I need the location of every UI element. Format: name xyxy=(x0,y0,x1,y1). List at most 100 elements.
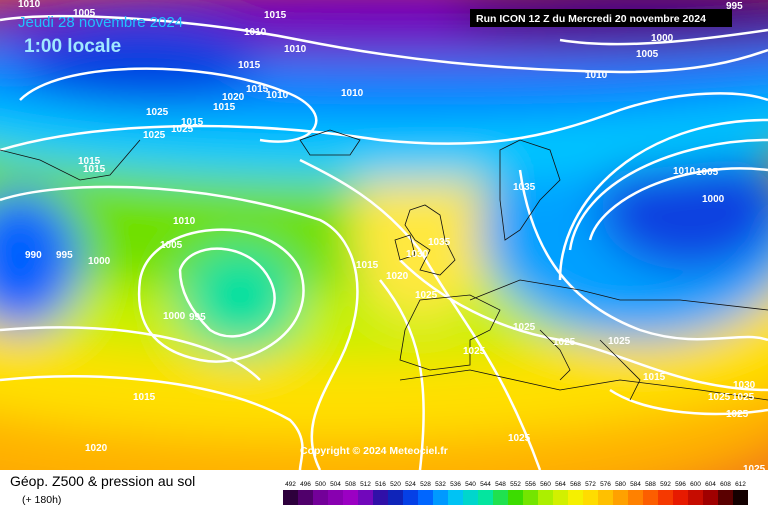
isobar-label: 1015 xyxy=(83,164,106,175)
scale-label: 572 xyxy=(585,481,596,488)
isobar-label: 1015 xyxy=(246,84,269,95)
scale-label: 512 xyxy=(360,481,371,488)
isobar-label: 1025 xyxy=(171,124,194,135)
scale-swatch xyxy=(283,490,298,505)
scale-swatch xyxy=(718,490,733,505)
scale-label: 532 xyxy=(435,481,446,488)
scale-label: 520 xyxy=(390,481,401,488)
scale-label: 496 xyxy=(300,481,311,488)
isobar-label: 1025 xyxy=(146,107,169,118)
isobar-label: 1005 xyxy=(636,49,659,60)
scale-swatch xyxy=(343,490,358,505)
footer-lead: (+ 180h) xyxy=(22,494,61,506)
scale-label: 504 xyxy=(330,481,341,488)
scale-label: 492 xyxy=(285,481,296,488)
scale-swatch xyxy=(313,490,328,505)
scale-label: 500 xyxy=(315,481,326,488)
scale-label: 564 xyxy=(555,481,566,488)
scale-swatch xyxy=(448,490,463,505)
scale-swatch xyxy=(403,490,418,505)
isobar-label: 1005 xyxy=(696,167,719,178)
isobar-label: 1000 xyxy=(651,33,674,44)
scale-label: 560 xyxy=(540,481,551,488)
isobar-label: 1015 xyxy=(356,260,379,271)
isobar-label: 995 xyxy=(726,1,743,12)
scale-label: 536 xyxy=(450,481,461,488)
isobar-label: 1030 xyxy=(406,249,429,260)
scale-swatch xyxy=(598,490,613,505)
copyright: Copyright © 2024 Meteociel.fr xyxy=(300,445,448,457)
isobar-label: 1010 xyxy=(673,166,696,177)
scale-swatch xyxy=(628,490,643,505)
scale-swatch xyxy=(433,490,448,505)
scale-label: 544 xyxy=(480,481,491,488)
isobar-label: 1025 xyxy=(608,336,631,347)
coastlines xyxy=(0,129,768,401)
scale-swatch xyxy=(643,490,658,505)
scale-swatch xyxy=(463,490,478,505)
scale-swatch xyxy=(553,490,568,505)
scale-label: 516 xyxy=(375,481,386,488)
isobar-label: 1025 xyxy=(732,392,755,403)
isobars xyxy=(0,14,768,470)
isobar-label: 1015 xyxy=(213,102,236,113)
isobar-label: 1025 xyxy=(415,290,438,301)
scale-label: 568 xyxy=(570,481,581,488)
isobar-label: 1025 xyxy=(143,130,166,141)
scale-swatch xyxy=(703,490,718,505)
scale-label: 548 xyxy=(495,481,506,488)
isobar-label: 1020 xyxy=(222,92,245,103)
scale-label: 584 xyxy=(630,481,641,488)
isobar-label: 1025 xyxy=(743,464,766,475)
isobar-label: 1025 xyxy=(553,337,576,348)
isobar-label: 1010 xyxy=(284,44,307,55)
scale-label: 552 xyxy=(510,481,521,488)
scale-swatch xyxy=(418,490,433,505)
footer-title: Géop. Z500 & pression au sol xyxy=(10,473,195,489)
scale-label: 604 xyxy=(705,481,716,488)
isobar-label: 1025 xyxy=(463,346,486,357)
scale-label: 528 xyxy=(420,481,431,488)
isobar-label: 1035 xyxy=(513,182,536,193)
scale-label: 580 xyxy=(615,481,626,488)
scale-swatch xyxy=(523,490,538,505)
scale-label: 524 xyxy=(405,481,416,488)
isobar-label: 995 xyxy=(189,312,206,323)
run-box xyxy=(470,9,732,27)
scale-label: 508 xyxy=(345,481,356,488)
isobar-label: 1015 xyxy=(643,372,666,383)
isobar-label: 990 xyxy=(25,250,42,261)
scale-label: 588 xyxy=(645,481,656,488)
isobar-label: 1025 xyxy=(708,392,731,403)
scale-swatch xyxy=(568,490,583,505)
scale-swatch xyxy=(298,490,313,505)
isobar-label: 1025 xyxy=(513,322,536,333)
scale-label: 556 xyxy=(525,481,536,488)
isobar-label: 1005 xyxy=(160,240,183,251)
scale-swatch xyxy=(478,490,493,505)
isobar-label: 1010 xyxy=(341,88,364,99)
isobar-label: 1015 xyxy=(181,117,204,128)
scale-swatch xyxy=(583,490,598,505)
scale-swatch xyxy=(613,490,628,505)
isobar-label: 1015 xyxy=(78,156,101,167)
isobar-label: 995 xyxy=(56,250,73,261)
isobar-label: 1010 xyxy=(585,70,608,81)
isobar-label: 1005 xyxy=(73,8,96,19)
isobar-label: 1025 xyxy=(508,433,531,444)
scale-swatch xyxy=(328,490,343,505)
scale-label: 540 xyxy=(465,481,476,488)
scale-swatch xyxy=(538,490,553,505)
isobar-label: 1010 xyxy=(18,0,41,10)
scale-label: 608 xyxy=(720,481,731,488)
scale-label: 576 xyxy=(600,481,611,488)
scale-swatch xyxy=(733,490,748,505)
scale-label: 592 xyxy=(660,481,671,488)
isobar-label: 1030 xyxy=(733,380,756,391)
isobar-label: 1025 xyxy=(726,409,749,420)
isobar-label: 1015 xyxy=(264,10,287,21)
isobar-label: 1015 xyxy=(133,392,156,403)
